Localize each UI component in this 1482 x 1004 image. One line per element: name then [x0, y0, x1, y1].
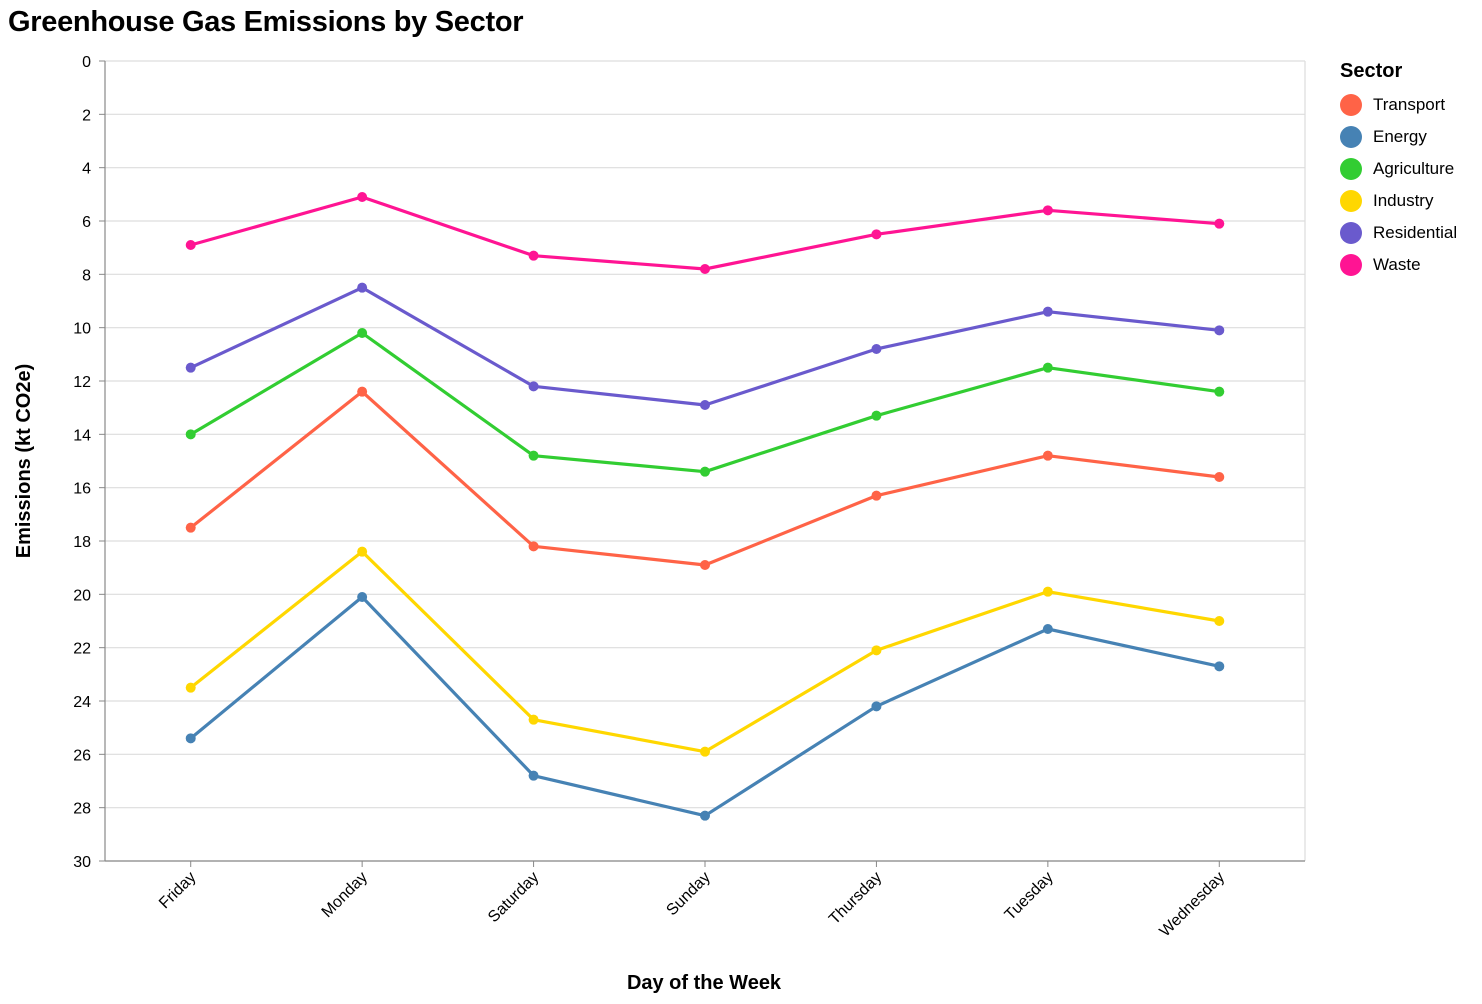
legend-swatch [1340, 254, 1362, 276]
data-point-agriculture [700, 466, 710, 477]
gridlines [105, 60, 1306, 862]
data-point-transport [357, 386, 368, 397]
chart-title: Greenhouse Gas Emissions by Sector [8, 6, 524, 38]
data-point-transport [1214, 472, 1225, 482]
x-tick-label: Thursday [826, 869, 885, 928]
legend-label: Transport [1373, 95, 1446, 114]
y-tick-label: 2 [82, 107, 91, 124]
data-point-energy [1214, 661, 1225, 672]
data-point-residential [528, 381, 539, 392]
data-point-residential [185, 362, 196, 373]
data-point-waste [1214, 218, 1225, 229]
y-tick-label: 18 [73, 534, 91, 551]
y-tick-label: 12 [73, 374, 91, 391]
x-tick-label: Sunday [663, 869, 713, 919]
legend-label: Agriculture [1373, 159, 1455, 178]
series-line-transport [189, 390, 1221, 567]
y-tick-label: 20 [73, 587, 91, 604]
y-tick-label: 0 [82, 54, 91, 71]
series-line-industry [189, 550, 1221, 754]
data-point-agriculture [871, 410, 882, 421]
data-point-residential [700, 400, 710, 410]
y-tick-label: 24 [73, 694, 91, 711]
x-tick-label: Wednesday [1157, 869, 1229, 941]
data-point-energy [700, 810, 710, 821]
data-point-waste [528, 250, 539, 261]
y-tick-label: 28 [73, 801, 91, 818]
data-point-agriculture [528, 450, 539, 461]
y-tick-label: 8 [82, 267, 91, 284]
data-point-agriculture [185, 429, 196, 440]
data-point-waste [185, 240, 196, 250]
data-point-energy [871, 701, 882, 712]
data-point-transport [700, 560, 710, 570]
legend-label: Industry [1373, 191, 1434, 210]
data-point-transport [528, 541, 539, 552]
data-point-agriculture [1042, 362, 1053, 373]
data-point-agriculture [1214, 386, 1225, 397]
data-point-energy [1042, 624, 1053, 634]
legend-label: Residential [1373, 223, 1458, 242]
y-tick-label: 10 [73, 321, 91, 338]
data-point-transport [1042, 450, 1053, 461]
legend-item-residential[interactable]: Residential [1340, 217, 1457, 249]
data-point-industry [700, 746, 710, 757]
legend-item-transport[interactable]: Transport [1340, 89, 1457, 121]
y-tick-label: 26 [73, 747, 91, 764]
data-point-transport [185, 522, 196, 533]
data-point-energy [528, 770, 539, 781]
legend-swatch [1340, 94, 1362, 116]
data-point-waste [357, 192, 368, 202]
data-point-energy [357, 592, 368, 602]
legend-title: Sector [1340, 60, 1403, 82]
legend-swatch [1340, 190, 1362, 212]
legend-item-agriculture[interactable]: Agriculture [1340, 153, 1457, 185]
data-point-waste [871, 229, 882, 240]
x-tick-label: Friday [156, 869, 199, 912]
legend-item-industry[interactable]: Industry [1340, 185, 1457, 217]
y-tick-label: 6 [82, 214, 91, 231]
series-line-energy [189, 595, 1221, 818]
data-point-residential [1042, 306, 1053, 317]
y-axis-title: Emissions (kt CO2e) [13, 364, 35, 559]
x-tick-label: Tuesday [1002, 869, 1057, 924]
data-point-residential [1214, 325, 1225, 336]
x-axis: Friday Monday Saturday Sunday Thursday Tuesda… [105, 860, 1305, 941]
data-point-residential [871, 344, 882, 354]
legend-label: Energy [1373, 127, 1427, 146]
data-point-industry [1042, 586, 1053, 597]
data-point-energy [185, 733, 196, 744]
y-tick-label: 14 [73, 427, 91, 444]
legend-swatch [1340, 126, 1362, 148]
data-point-industry [871, 645, 882, 656]
data-point-transport [871, 490, 882, 501]
legend-label: Waste [1373, 255, 1421, 274]
legend: Sector Transport Energy Agriculture Industr… [1340, 60, 1457, 281]
data-point-waste [700, 264, 710, 274]
series-line-waste [189, 195, 1221, 271]
legend-swatch [1340, 158, 1362, 180]
legend-item-waste[interactable]: Waste [1340, 249, 1457, 281]
x-tick-label: Monday [319, 869, 371, 921]
data-point-waste [1042, 205, 1053, 216]
data-point-agriculture [357, 328, 368, 338]
y-tick-label: 22 [73, 641, 91, 658]
y-tick-label: 4 [82, 161, 91, 178]
x-axis-title: Day of the Week [627, 972, 782, 994]
data-point-residential [357, 282, 368, 293]
data-point-industry [185, 682, 196, 693]
data-point-industry [357, 546, 368, 557]
series-line-residential [189, 286, 1221, 407]
x-tick-label: Saturday [485, 869, 542, 926]
data-point-industry [528, 714, 539, 725]
series-lines [189, 195, 1221, 818]
legend-item-energy[interactable]: Energy [1340, 121, 1457, 153]
y-tick-label: 16 [73, 481, 91, 498]
y-tick-label: 30 [73, 854, 91, 871]
legend-swatch [1340, 222, 1362, 244]
data-point-industry [1214, 616, 1225, 626]
series-points [185, 192, 1225, 821]
